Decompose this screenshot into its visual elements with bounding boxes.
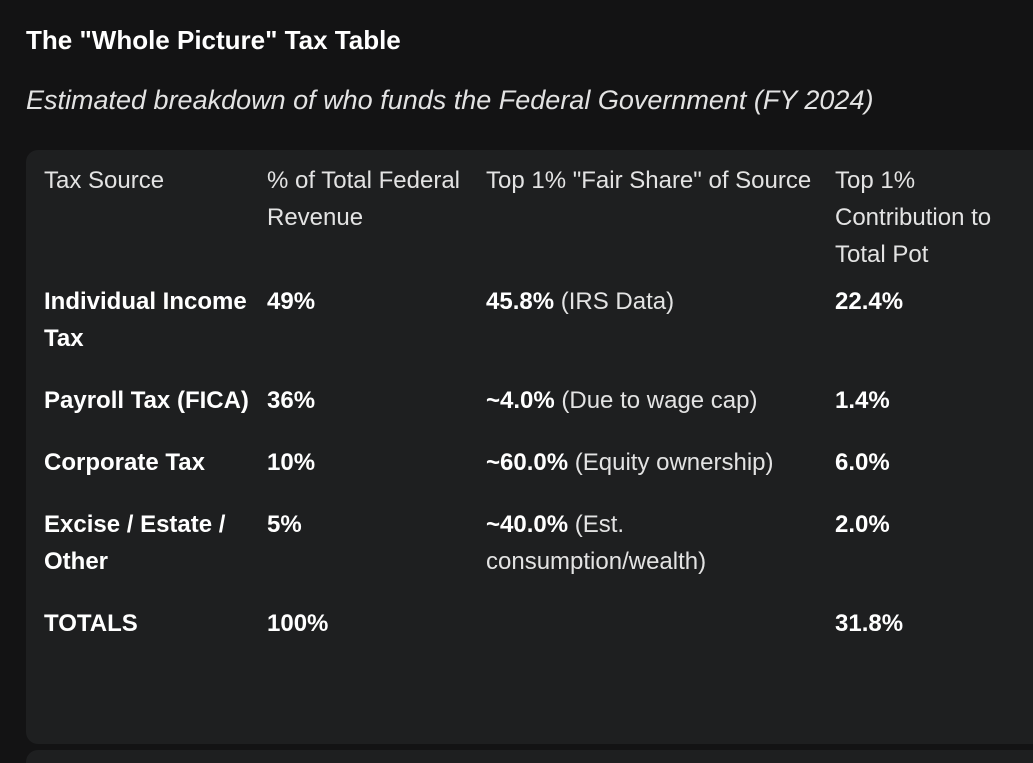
page-subtitle: Estimated breakdown of who funds the Fed… — [26, 85, 874, 115]
table-row: Payroll Tax (FICA) 36% ~4.0% (Due to wag… — [26, 382, 1033, 444]
header-top1-contribution: Top 1% Contribution to Total Pot — [835, 167, 992, 268]
tax-table: Tax Source % of Total Federal Revenue To… — [26, 150, 1033, 642]
table-row: Corporate Tax 10% ~60.0% (Equity ownersh… — [26, 444, 1033, 506]
cell-fair-share: ~4.0% (Due to wage cap) — [486, 382, 835, 444]
cell-contribution: 2.0% — [835, 511, 890, 538]
cell-source: Corporate Tax — [44, 449, 205, 476]
table-row: Individual Income Tax 49% 45.8% (IRS Dat… — [26, 283, 1033, 382]
cell-source: Excise / Estate / Other — [44, 511, 226, 575]
cell-fair-share: ~60.0% (Equity ownership) — [486, 444, 835, 506]
fair-share-note: (Est. consumption/wealth) — [486, 511, 707, 575]
cell-pct-revenue: 49% — [267, 288, 316, 315]
cell-pct-revenue: 10% — [267, 449, 316, 476]
cell-fair-share: 45.8% (IRS Data) — [486, 283, 835, 382]
header-tax-source: Tax Source — [44, 167, 165, 194]
table-row: Excise / Estate / Other 5% ~40.0% (Est. … — [26, 506, 1033, 605]
cell-source: Individual Income Tax — [44, 288, 247, 352]
fair-share-note: (IRS Data) — [554, 288, 675, 315]
header-top1-fair-share: Top 1% "Fair Share" of Source — [486, 167, 812, 194]
cell-totals-contribution: 31.8% — [835, 610, 904, 637]
table-header-row: Tax Source % of Total Federal Revenue To… — [26, 150, 1033, 283]
cell-totals-label: TOTALS — [44, 610, 138, 637]
header-pct-total-revenue: % of Total Federal Revenue — [267, 167, 460, 231]
next-block-edge — [26, 750, 1033, 763]
cell-totals-pct-revenue: 100% — [267, 610, 329, 637]
tax-table-container: Tax Source % of Total Federal Revenue To… — [26, 150, 1033, 744]
fair-share-value: ~60.0% — [486, 449, 569, 476]
cell-contribution: 1.4% — [835, 387, 890, 414]
cell-pct-revenue: 36% — [267, 387, 316, 414]
fair-share-note: (Due to wage cap) — [554, 387, 758, 414]
cell-fair-share: ~40.0% (Est. consumption/wealth) — [486, 506, 835, 605]
cell-contribution: 6.0% — [835, 449, 890, 476]
fair-share-value: ~4.0% — [486, 387, 555, 414]
page-title: The "Whole Picture" Tax Table — [26, 25, 401, 55]
fair-share-value: 45.8% — [486, 288, 555, 315]
cell-source: Payroll Tax (FICA) — [44, 387, 249, 414]
cell-totals-share — [486, 605, 835, 642]
fair-share-note: (Equity ownership) — [568, 449, 774, 476]
fair-share-value: ~40.0% — [486, 511, 569, 538]
cell-contribution: 22.4% — [835, 288, 904, 315]
table-totals-row: TOTALS 100% 31.8% — [26, 605, 1033, 642]
cell-pct-revenue: 5% — [267, 511, 302, 538]
